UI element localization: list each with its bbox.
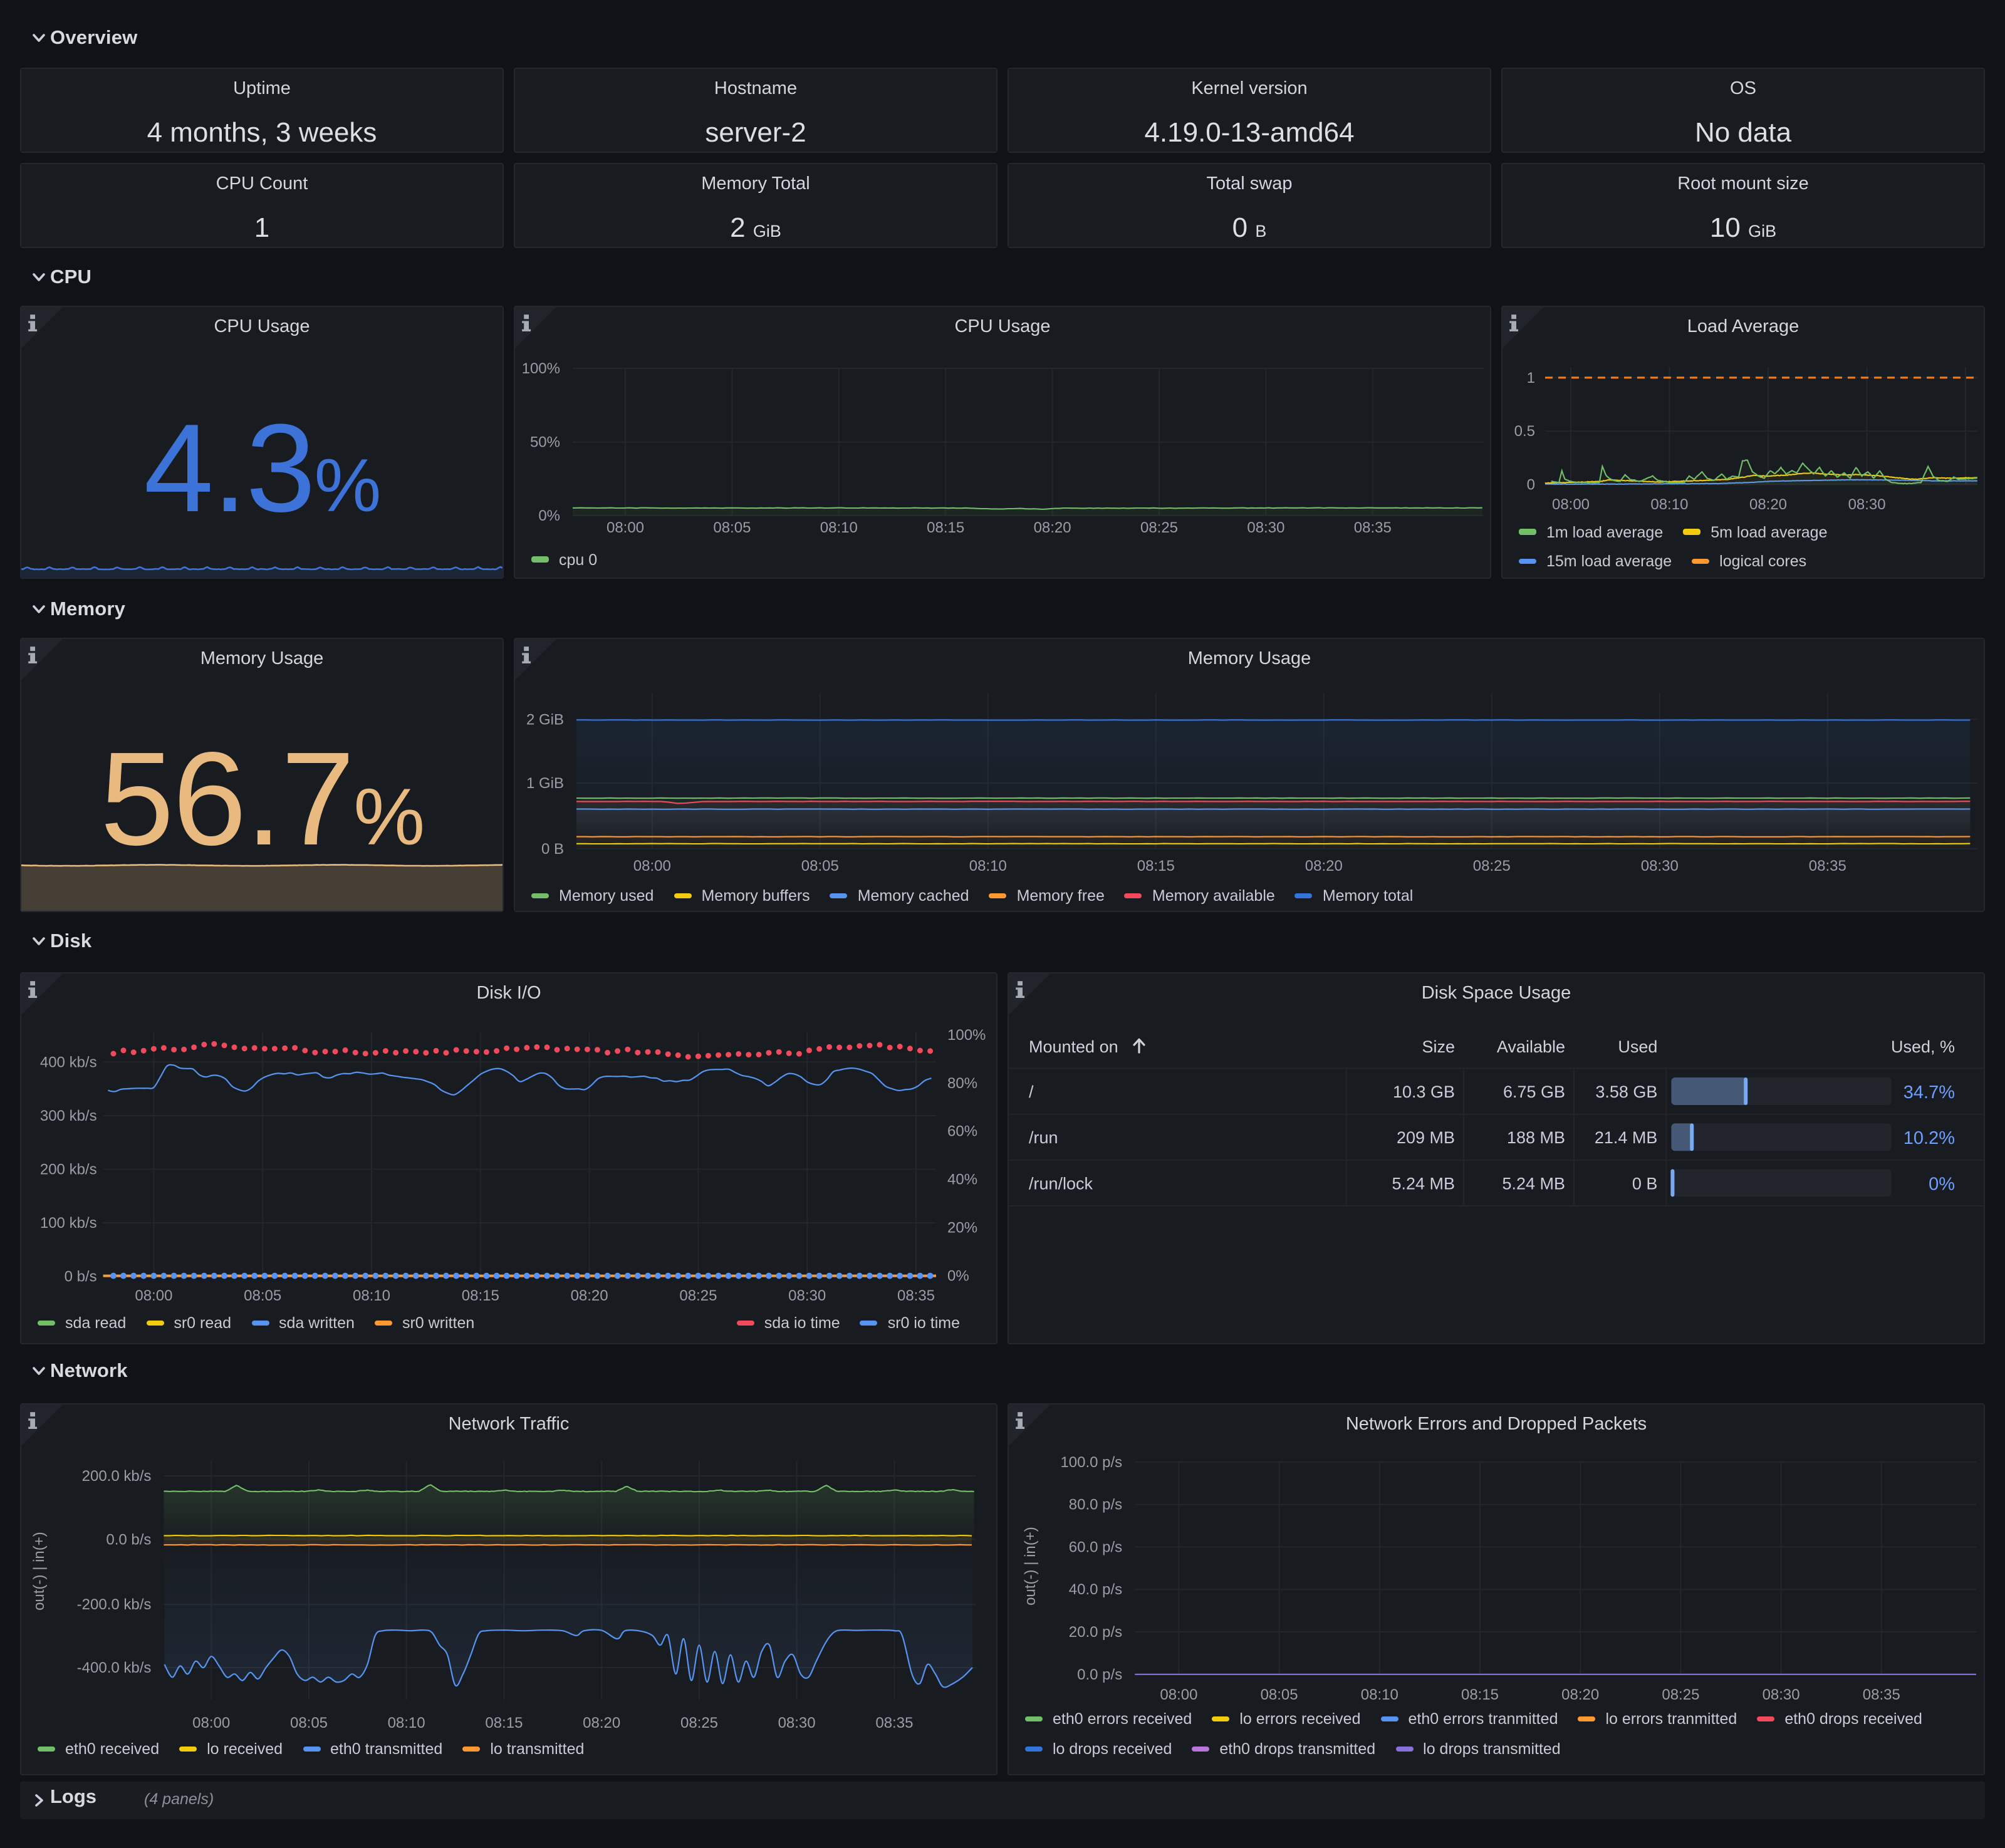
svg-text:08:00: 08:00 — [192, 1715, 230, 1731]
svg-text:08:00: 08:00 — [1160, 1686, 1197, 1703]
svg-text:0 b/s: 0 b/s — [65, 1268, 97, 1285]
svg-text:08:05: 08:05 — [244, 1287, 281, 1304]
svg-text:08:15: 08:15 — [485, 1715, 523, 1731]
svg-text:/run: /run — [1029, 1128, 1058, 1147]
svg-text:08:15: 08:15 — [1137, 858, 1175, 875]
svg-text:2 GiB: 2 GiB — [526, 711, 564, 728]
svg-text:08:00: 08:00 — [1552, 496, 1590, 513]
svg-text:10.2%: 10.2% — [1903, 1128, 1955, 1148]
svg-text:08:20: 08:20 — [571, 1287, 608, 1304]
svg-text:100%: 100% — [522, 360, 560, 377]
svg-text:08:10: 08:10 — [820, 519, 858, 536]
svg-text:08:25: 08:25 — [1662, 1686, 1699, 1703]
svg-text:0.0 p/s: 0.0 p/s — [1077, 1666, 1122, 1683]
svg-text:34.7%: 34.7% — [1903, 1082, 1955, 1103]
svg-text:08:00: 08:00 — [633, 858, 671, 875]
svg-text:400 kb/s: 400 kb/s — [40, 1054, 97, 1071]
svg-text:08:10: 08:10 — [1361, 1686, 1398, 1703]
svg-text:100 kb/s: 100 kb/s — [40, 1215, 97, 1232]
svg-text:08:20: 08:20 — [583, 1715, 620, 1731]
svg-text:0 B: 0 B — [1632, 1174, 1658, 1193]
svg-text:10.3 GB: 10.3 GB — [1393, 1082, 1455, 1101]
svg-text:08:15: 08:15 — [462, 1287, 499, 1304]
svg-text:08:20: 08:20 — [1034, 519, 1071, 536]
svg-text:08:10: 08:10 — [1650, 496, 1688, 513]
svg-text:08:35: 08:35 — [875, 1715, 913, 1731]
svg-text:0%: 0% — [538, 507, 560, 524]
svg-text:08:35: 08:35 — [1354, 519, 1392, 536]
svg-text:08:20: 08:20 — [1305, 858, 1343, 875]
svg-text:Used: Used — [1618, 1037, 1657, 1056]
svg-text:60%: 60% — [947, 1123, 977, 1140]
svg-text:08:15: 08:15 — [1461, 1686, 1499, 1703]
svg-text:1: 1 — [1527, 370, 1535, 387]
svg-text:08:05: 08:05 — [1261, 1686, 1298, 1703]
svg-text:-200.0 kb/s: -200.0 kb/s — [77, 1596, 152, 1613]
svg-text:80%: 80% — [947, 1075, 977, 1092]
svg-text:-400.0 kb/s: -400.0 kb/s — [77, 1659, 152, 1676]
svg-text:08:35: 08:35 — [1809, 858, 1846, 875]
svg-text:08:35: 08:35 — [1863, 1686, 1900, 1703]
svg-text:Mounted on: Mounted on — [1029, 1037, 1118, 1056]
svg-text:40.0 p/s: 40.0 p/s — [1069, 1581, 1122, 1598]
svg-text:0.0 b/s: 0.0 b/s — [106, 1531, 151, 1548]
svg-text:1 GiB: 1 GiB — [526, 775, 564, 792]
svg-text:Available: Available — [1497, 1037, 1565, 1056]
svg-text:20%: 20% — [947, 1220, 977, 1237]
svg-text:20.0 p/s: 20.0 p/s — [1069, 1624, 1122, 1641]
svg-text:08:00: 08:00 — [135, 1287, 172, 1304]
svg-text:08:30: 08:30 — [788, 1287, 826, 1304]
svg-text:0.5: 0.5 — [1514, 423, 1535, 440]
svg-text:08:30: 08:30 — [1641, 858, 1679, 875]
svg-text:08:25: 08:25 — [1473, 858, 1511, 875]
svg-text:08:10: 08:10 — [388, 1715, 425, 1731]
svg-text:6.75 GB: 6.75 GB — [1503, 1082, 1565, 1101]
svg-text:100.0 p/s: 100.0 p/s — [1060, 1454, 1122, 1471]
svg-text:08:25: 08:25 — [680, 1715, 718, 1731]
svg-text:0 B: 0 B — [541, 841, 564, 858]
svg-text:0: 0 — [1527, 477, 1535, 494]
svg-text:209 MB: 209 MB — [1397, 1128, 1455, 1147]
svg-text:08:25: 08:25 — [679, 1287, 717, 1304]
svg-text:3.58 GB: 3.58 GB — [1595, 1082, 1657, 1101]
svg-text:08:30: 08:30 — [1848, 496, 1886, 513]
svg-text:200.0 kb/s: 200.0 kb/s — [82, 1468, 152, 1485]
svg-text:50%: 50% — [530, 434, 560, 451]
svg-text:08:05: 08:05 — [801, 858, 839, 875]
svg-text:08:25: 08:25 — [1140, 519, 1178, 536]
svg-text:08:20: 08:20 — [1749, 496, 1787, 513]
svg-text:80.0 p/s: 80.0 p/s — [1069, 1497, 1122, 1513]
svg-text:/run/lock: /run/lock — [1029, 1174, 1093, 1193]
svg-text:21.4 MB: 21.4 MB — [1595, 1128, 1658, 1147]
svg-text:60.0 p/s: 60.0 p/s — [1069, 1539, 1122, 1555]
svg-text:08:35: 08:35 — [897, 1287, 935, 1304]
svg-text:40%: 40% — [947, 1171, 977, 1188]
svg-text:Size: Size — [1422, 1037, 1455, 1056]
svg-text:5.24 MB: 5.24 MB — [1392, 1174, 1455, 1193]
svg-text:08:30: 08:30 — [778, 1715, 816, 1731]
svg-text:08:10: 08:10 — [969, 858, 1007, 875]
svg-text:/: / — [1029, 1082, 1034, 1101]
svg-text:08:10: 08:10 — [353, 1287, 390, 1304]
svg-text:5.24 MB: 5.24 MB — [1502, 1174, 1565, 1193]
svg-text:0%: 0% — [1929, 1174, 1955, 1194]
svg-text:08:00: 08:00 — [607, 519, 644, 536]
svg-text:300 kb/s: 300 kb/s — [40, 1108, 97, 1124]
svg-text:100%: 100% — [947, 1027, 986, 1044]
svg-text:0%: 0% — [947, 1267, 969, 1284]
svg-text:08:30: 08:30 — [1763, 1686, 1800, 1703]
svg-text:08:05: 08:05 — [290, 1715, 328, 1731]
svg-text:Used, %: Used, % — [1891, 1037, 1955, 1056]
svg-text:188 MB: 188 MB — [1507, 1128, 1565, 1147]
svg-text:08:05: 08:05 — [713, 519, 751, 536]
svg-text:200 kb/s: 200 kb/s — [40, 1161, 97, 1178]
svg-text:08:15: 08:15 — [927, 519, 964, 536]
svg-text:08:30: 08:30 — [1247, 519, 1284, 536]
svg-text:08:20: 08:20 — [1561, 1686, 1599, 1703]
